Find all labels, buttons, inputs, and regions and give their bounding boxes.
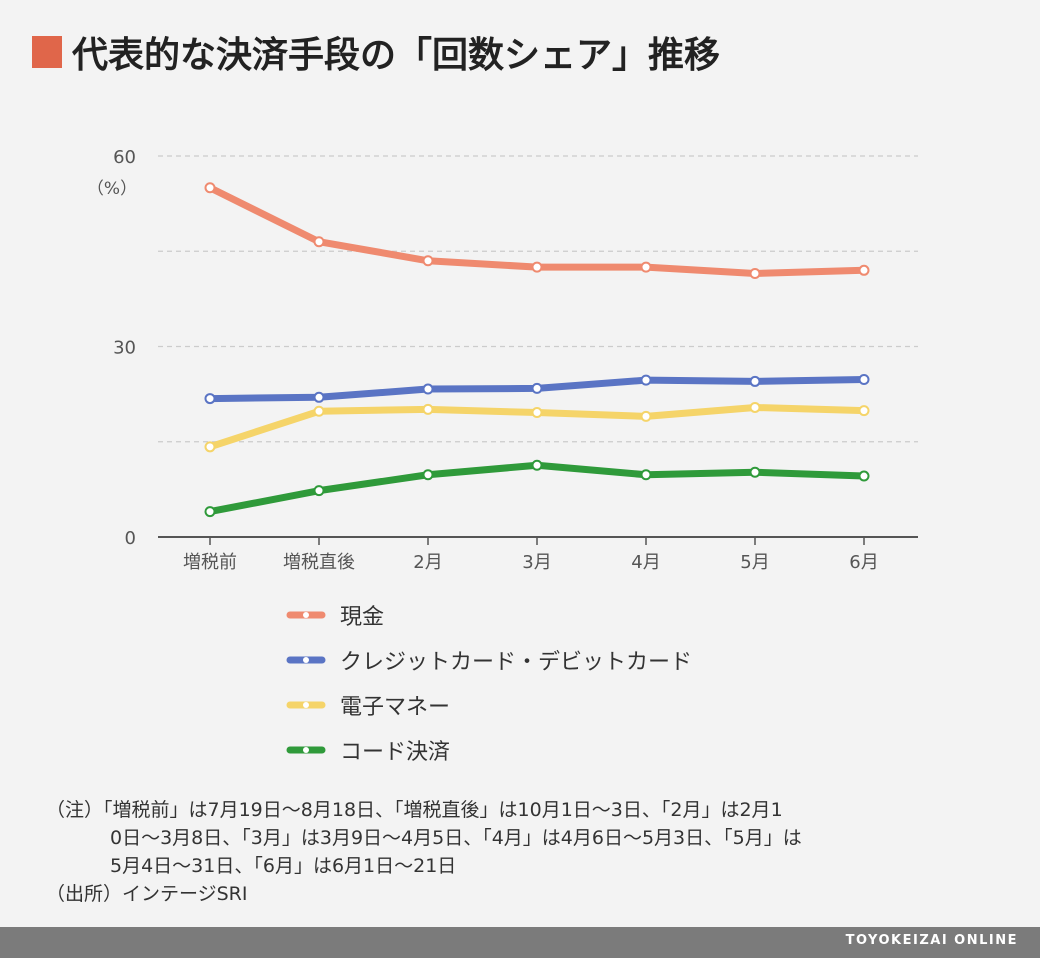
legend-item-emoney: 電子マネー [286,682,692,727]
series-3-point-4 [640,469,652,481]
x-tick-label-6: 6月 [849,552,878,573]
series-0-point-3 [531,261,543,273]
y-tick-label-30: 30 [113,338,136,359]
note-line-2: 0日～3月8日、「3月」は3月9日～4月5日、「4月」は4月6日～5月3日、「5… [110,827,802,849]
series-0-point-2 [422,255,434,267]
x-tick-label-4: 4月 [631,552,660,573]
series-0-point-4 [640,261,652,273]
source-line: （出所）インテージSRI [46,883,248,905]
x-tick-label-2: 2月 [413,552,442,573]
line-chart: 0 30 60 （%） 増税前 増税直後 2月 3月 4月 5月 6月 [87,147,918,573]
series-0-point-1 [313,236,325,248]
legend-item-code: コード決済 [286,727,692,772]
series-1-point-5 [749,375,761,387]
footer-brand: TOYOKEIZAI ONLINE [845,933,1018,948]
legend-swatch-credit [286,656,326,663]
series-3-point-1 [313,485,325,497]
series-3-point-0 [204,506,216,518]
series-3-point-3 [531,459,543,471]
y-tick-label-60: 60 [113,147,136,168]
legend-label-cash: 現金 [340,604,385,630]
series-0-point-5 [749,267,761,279]
chart-title-block: 代表的な決済手段の「回数シェア」推移 [32,24,720,80]
legend-item-credit: クレジットカード・デビットカード [286,637,692,682]
series-3-point-5 [749,466,761,478]
x-tick-label-1: 増税直後 [283,552,355,573]
series-0-point-0 [204,182,216,194]
y-tick-label-0: 0 [125,528,136,549]
series-2-point-6 [858,405,870,417]
series-2-point-3 [531,407,543,419]
legend-label-credit: クレジットカード・デビットカード [340,649,693,675]
series-2-point-0 [204,441,216,453]
series-1-point-4 [640,374,652,386]
series-3-point-6 [858,470,870,482]
legend-swatch-emoney [286,701,326,708]
legend-item-cash: 現金 [286,592,692,637]
legend: 現金 クレジットカード・デビットカード 電子マネー コード決済 [286,592,692,772]
series-2-point-2 [422,403,434,415]
y-unit-label: （%） [87,179,137,199]
series-2-point-4 [640,410,652,422]
series-line-3 [206,461,868,516]
series-1-point-0 [204,393,216,405]
series-3-point-2 [422,469,434,481]
note-line-3: 5月4日～31日、「6月」は6月1日～21日 [110,855,457,877]
legend-swatch-code [286,746,326,753]
series-2-point-1 [313,405,325,417]
series-1-point-2 [422,383,434,395]
footer-bar: TOYOKEIZAI ONLINE [0,927,1040,958]
series-2-point-5 [749,401,761,413]
x-tick-label-3: 3月 [522,552,551,573]
legend-label-emoney: 電子マネー [340,694,451,720]
series-1-point-6 [858,374,870,386]
series-1-point-3 [531,382,543,394]
notes-block: （注）「増税前」は7月19日～8月18日、「増税直後」は10月1日～3日、「2月… [46,796,1006,908]
title-marker [32,36,62,68]
x-tick-label-0: 増税前 [183,552,237,573]
note-line-1: （注）「増税前」は7月19日～8月18日、「増税直後」は10月1日～3日、「2月… [46,799,783,821]
chart-title: 代表的な決済手段の「回数シェア」推移 [72,35,721,76]
series-0-point-6 [858,264,870,276]
series-1-point-1 [313,391,325,403]
legend-swatch-cash [286,611,326,618]
series-line-0 [206,184,868,277]
legend-label-code: コード決済 [340,739,451,765]
x-tick-label-5: 5月 [740,552,769,573]
